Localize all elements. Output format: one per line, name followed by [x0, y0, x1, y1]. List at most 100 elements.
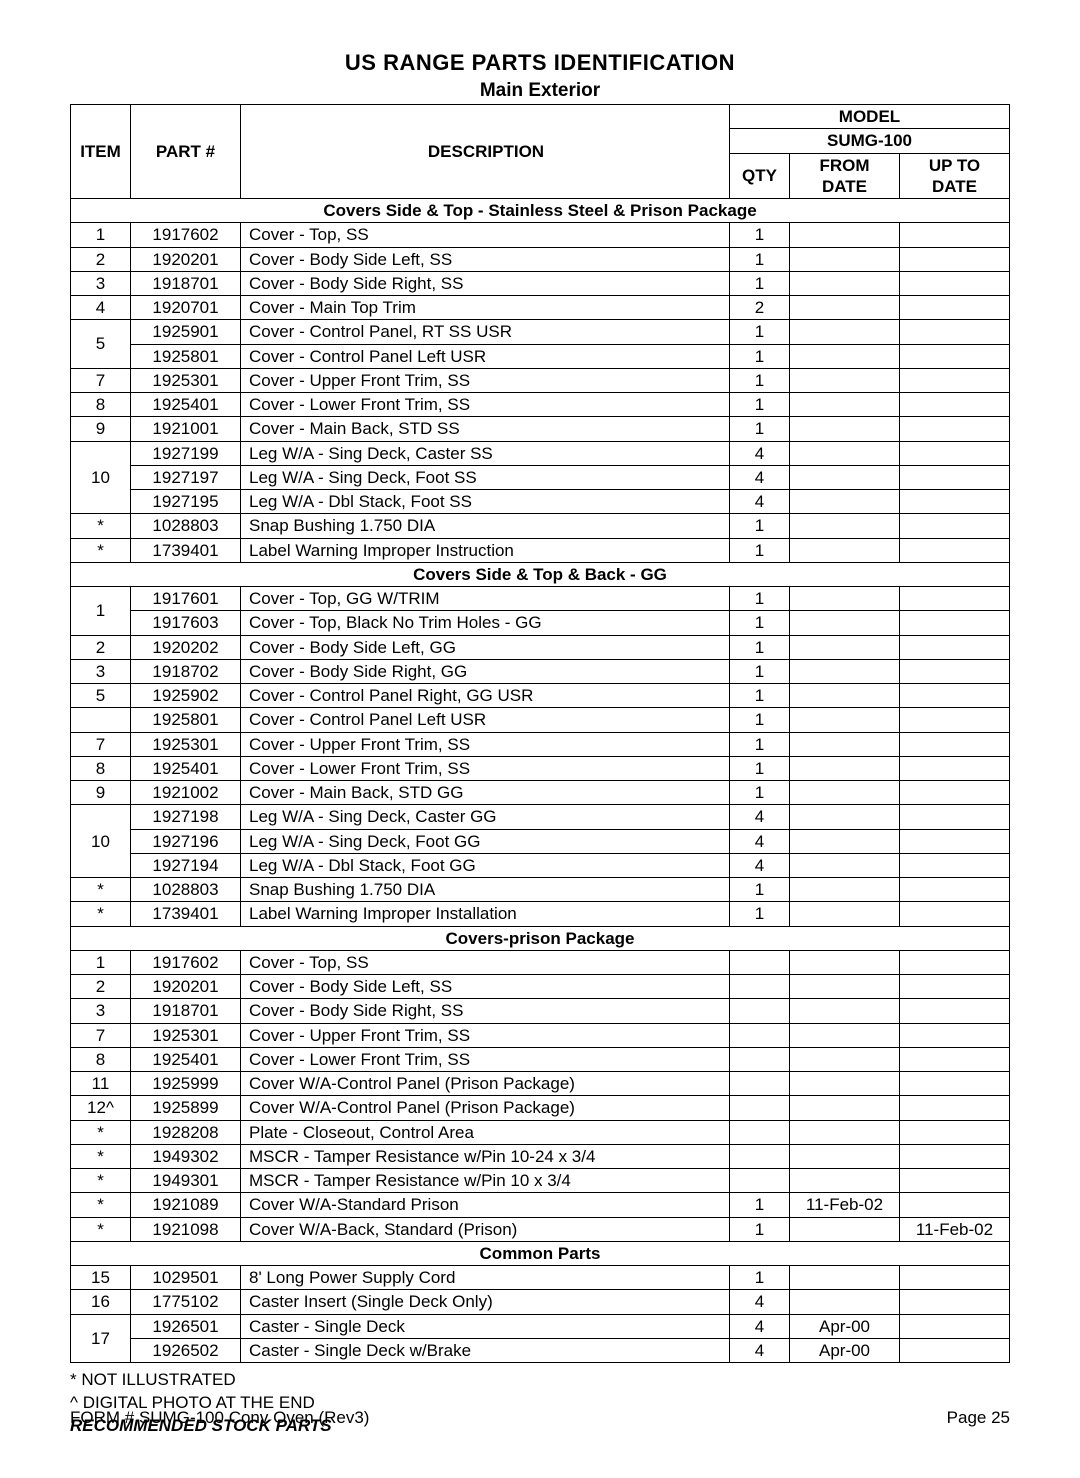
- header-model: MODEL: [730, 105, 1010, 129]
- table-row: 161775102Caster Insert (Single Deck Only…: [71, 1290, 1010, 1314]
- footer-page: Page 25: [947, 1408, 1010, 1428]
- cell-description: MSCR - Tamper Resistance w/Pin 10 x 3/4: [241, 1169, 730, 1193]
- cell-upto-date: [900, 1120, 1010, 1144]
- cell-qty: 4: [730, 490, 790, 514]
- table-row: *1028803Snap Bushing 1.750 DIA1: [71, 878, 1010, 902]
- cell-description: Cover - Top, GG W/TRIM: [241, 587, 730, 611]
- table-row: 171926501Caster - Single Deck4Apr-00: [71, 1314, 1010, 1338]
- cell-part: 1925301: [131, 732, 241, 756]
- page-title: US RANGE PARTS IDENTIFICATION: [70, 50, 1010, 76]
- cell-qty: 1: [730, 902, 790, 926]
- cell-description: Cover - Lower Front Trim, SS: [241, 1047, 730, 1071]
- cell-upto-date: [900, 902, 1010, 926]
- cell-qty: 4: [730, 1314, 790, 1338]
- cell-from-date: [790, 950, 900, 974]
- table-row: 1925801Cover - Control Panel Left USR1: [71, 344, 1010, 368]
- cell-item: 3: [71, 659, 131, 683]
- cell-item: 2: [71, 247, 131, 271]
- cell-description: Cover W/A-Control Panel (Prison Package): [241, 1096, 730, 1120]
- cell-item: 1: [71, 223, 131, 247]
- table-row: 31918701Cover - Body Side Right, SS1: [71, 271, 1010, 295]
- cell-upto-date: [900, 829, 1010, 853]
- cell-upto-date: [900, 320, 1010, 344]
- cell-part: 1925301: [131, 368, 241, 392]
- header-upto: UP TO DATE: [900, 153, 1010, 199]
- cell-from-date: [790, 514, 900, 538]
- cell-description: Leg W/A - Dbl Stack, Foot GG: [241, 853, 730, 877]
- cell-qty: [730, 1169, 790, 1193]
- cell-part: 1926502: [131, 1338, 241, 1362]
- cell-description: Cover - Lower Front Trim, SS: [241, 756, 730, 780]
- cell-description: Cover - Body Side Right, SS: [241, 271, 730, 295]
- cell-upto-date: [900, 393, 1010, 417]
- cell-from-date: [790, 635, 900, 659]
- cell-description: Cover - Control Panel Left USR: [241, 708, 730, 732]
- cell-from-date: [790, 393, 900, 417]
- cell-description: Leg W/A - Sing Deck, Caster SS: [241, 441, 730, 465]
- cell-from-date: [790, 1217, 900, 1241]
- cell-description: Label Warning Improper Installation: [241, 902, 730, 926]
- table-body: Covers Side & Top - Stainless Steel & Pr…: [71, 199, 1010, 1363]
- cell-upto-date: [900, 635, 1010, 659]
- cell-qty: 1: [730, 223, 790, 247]
- cell-upto-date: [900, 684, 1010, 708]
- table-row: *1949302MSCR - Tamper Resistance w/Pin 1…: [71, 1144, 1010, 1168]
- cell-part: 1949301: [131, 1169, 241, 1193]
- cell-upto-date: [900, 1338, 1010, 1362]
- cell-description: Cover - Upper Front Trim, SS: [241, 732, 730, 756]
- cell-upto-date: [900, 732, 1010, 756]
- table-row: 21920201Cover - Body Side Left, SS: [71, 975, 1010, 999]
- cell-qty: 1: [730, 368, 790, 392]
- cell-upto-date: [900, 368, 1010, 392]
- header-part: PART #: [131, 105, 241, 199]
- cell-upto-date: [900, 1023, 1010, 1047]
- cell-qty: 4: [730, 465, 790, 489]
- cell-item: 8: [71, 1047, 131, 1071]
- cell-qty: 1: [730, 1193, 790, 1217]
- cell-upto-date: [900, 1072, 1010, 1096]
- cell-qty: 4: [730, 1290, 790, 1314]
- cell-part: 1925401: [131, 756, 241, 780]
- page-footer: FORM # SUMG-100 Conv Oven (Rev3) Page 25: [70, 1408, 1010, 1428]
- cell-from-date: [790, 611, 900, 635]
- cell-part: 1927194: [131, 853, 241, 877]
- cell-item: 16: [71, 1290, 131, 1314]
- cell-upto-date: [900, 344, 1010, 368]
- cell-qty: 1: [730, 659, 790, 683]
- cell-upto-date: [900, 999, 1010, 1023]
- table-row: 91921002Cover - Main Back, STD GG1: [71, 781, 1010, 805]
- table-row: 81925401Cover - Lower Front Trim, SS1: [71, 756, 1010, 780]
- cell-from-date: 11-Feb-02: [790, 1193, 900, 1217]
- cell-description: Cover - Body Side Left, GG: [241, 635, 730, 659]
- cell-description: Cover W/A-Standard Prison: [241, 1193, 730, 1217]
- cell-part: 1920202: [131, 635, 241, 659]
- cell-description: Caster Insert (Single Deck Only): [241, 1290, 730, 1314]
- cell-description: Leg W/A - Dbl Stack, Foot SS: [241, 490, 730, 514]
- table-row: *1028803Snap Bushing 1.750 DIA1: [71, 514, 1010, 538]
- section-header-row: Common Parts: [71, 1241, 1010, 1265]
- cell-description: Caster - Single Deck: [241, 1314, 730, 1338]
- table-row: 21920202Cover - Body Side Left, GG1: [71, 635, 1010, 659]
- cell-from-date: [790, 684, 900, 708]
- cell-qty: [730, 999, 790, 1023]
- cell-description: Cover - Control Panel Left USR: [241, 344, 730, 368]
- cell-from-date: [790, 1290, 900, 1314]
- cell-qty: [730, 1023, 790, 1047]
- cell-upto-date: [900, 1314, 1010, 1338]
- cell-qty: [730, 1047, 790, 1071]
- cell-from-date: [790, 878, 900, 902]
- cell-from-date: [790, 1266, 900, 1290]
- cell-part: 1918702: [131, 659, 241, 683]
- cell-qty: 4: [730, 805, 790, 829]
- cell-from-date: [790, 659, 900, 683]
- cell-part: 1739401: [131, 538, 241, 562]
- cell-item: 9: [71, 417, 131, 441]
- table-row: 41920701Cover - Main Top Trim2: [71, 296, 1010, 320]
- cell-part: 1918701: [131, 999, 241, 1023]
- cell-part: 1925899: [131, 1096, 241, 1120]
- cell-item: 2: [71, 635, 131, 659]
- cell-upto-date: [900, 756, 1010, 780]
- table-row: 1925801Cover - Control Panel Left USR1: [71, 708, 1010, 732]
- cell-from-date: [790, 805, 900, 829]
- cell-item: 7: [71, 732, 131, 756]
